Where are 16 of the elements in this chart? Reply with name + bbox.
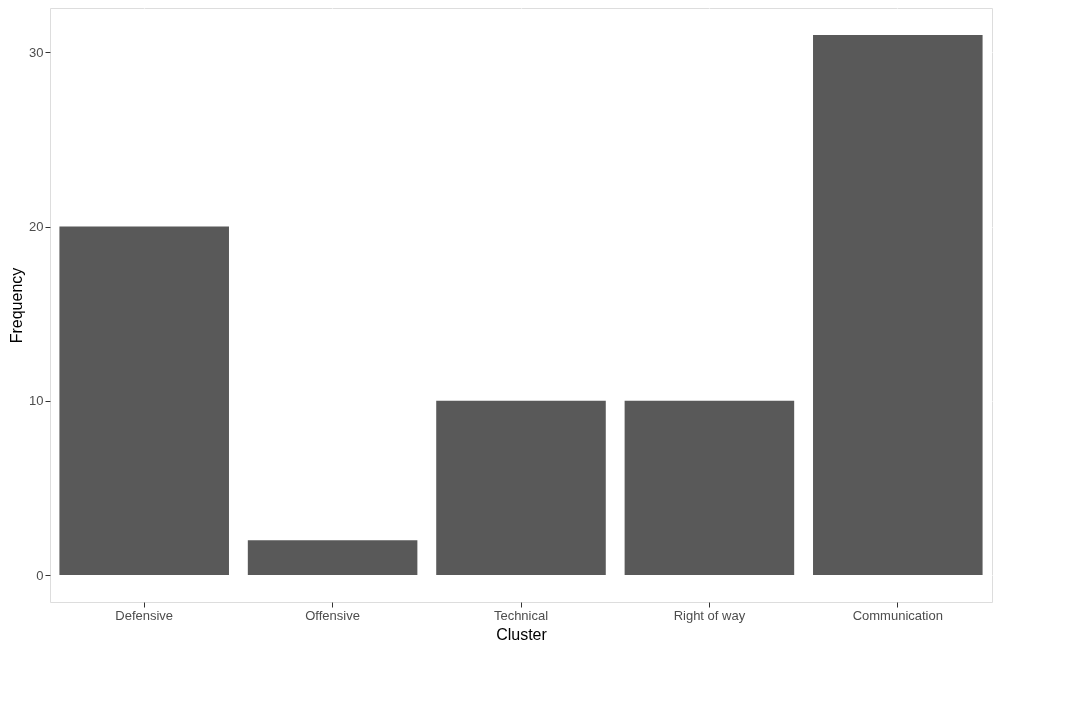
x-tick-label: Defensive xyxy=(115,607,174,623)
bar xyxy=(624,400,795,575)
bar xyxy=(247,540,418,575)
x-tick-label: Communication xyxy=(852,607,943,623)
bar xyxy=(436,400,606,575)
bar xyxy=(813,35,983,575)
y-tick-label: 0 xyxy=(36,567,44,583)
y-tick-label: 10 xyxy=(29,393,44,409)
x-tick-label: Offensive xyxy=(305,607,360,623)
y-tick-label: 30 xyxy=(29,44,44,60)
x-axis-title: Cluster xyxy=(496,625,548,643)
y-tick-label: 20 xyxy=(29,219,44,235)
x-tick-label: Technical xyxy=(493,607,549,623)
bar xyxy=(59,226,229,575)
x-tick-label: Right of way xyxy=(673,607,746,623)
y-axis-title: Frequency xyxy=(8,267,26,344)
